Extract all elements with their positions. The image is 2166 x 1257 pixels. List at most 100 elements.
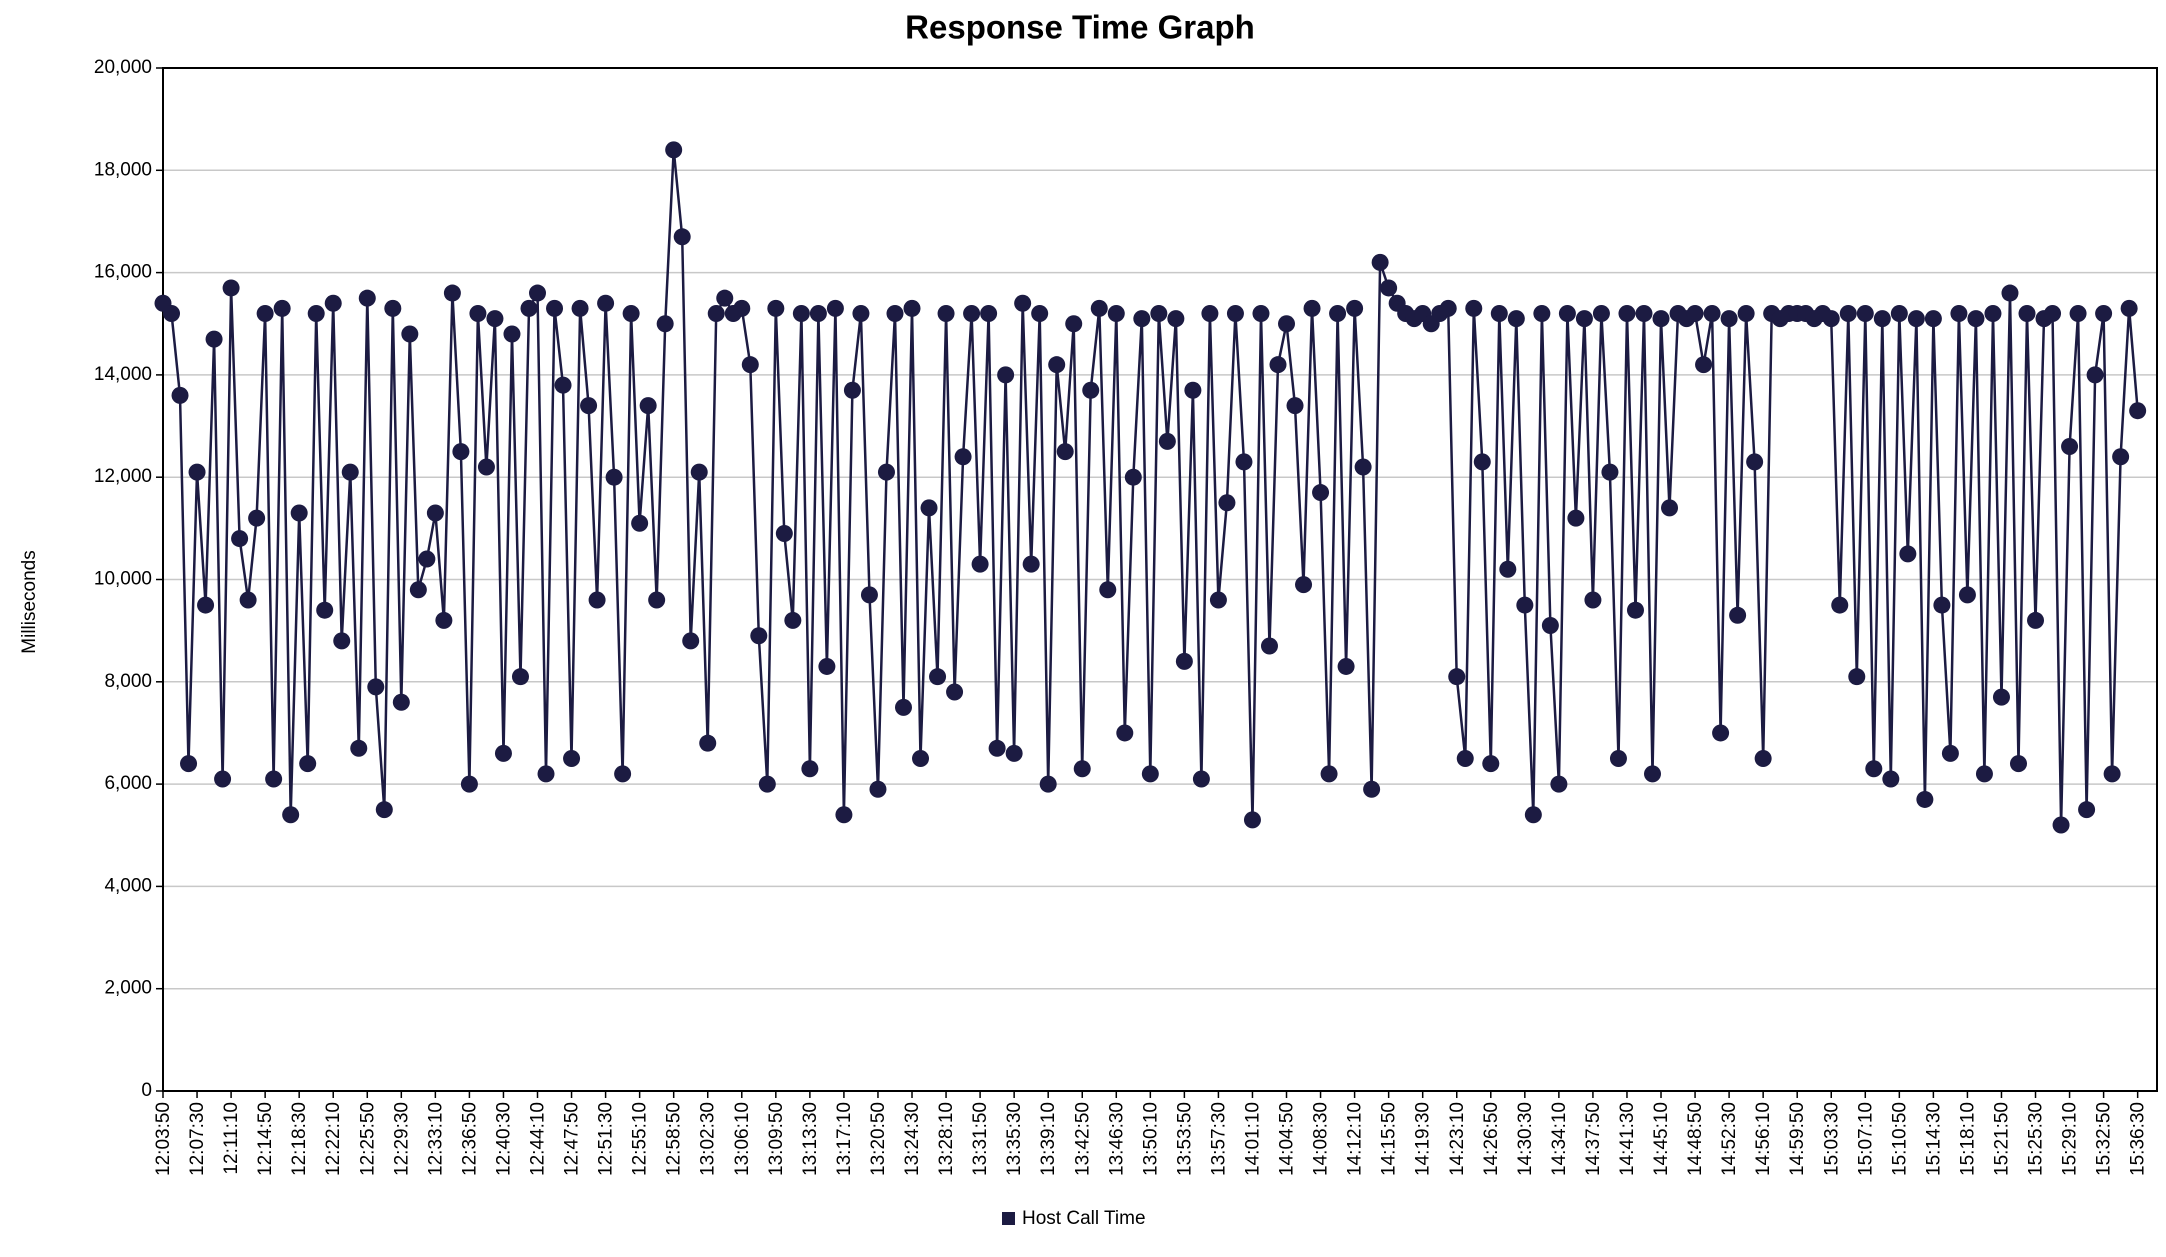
data-point: [1652, 310, 1670, 328]
data-point: [1346, 299, 1364, 317]
data-point: [1609, 750, 1627, 768]
data-point: [1141, 765, 1159, 783]
data-point: [1278, 315, 1296, 333]
data-point: [1626, 601, 1644, 619]
data-point: [1439, 299, 1457, 317]
data-point: [350, 739, 368, 757]
data-point: [1695, 356, 1713, 374]
x-tick-label: 13:24:30: [902, 1102, 923, 1176]
x-tick-label: 15:21:50: [1991, 1102, 2012, 1176]
x-tick-label: 15:29:10: [2060, 1102, 2081, 1176]
data-point: [1754, 750, 1772, 768]
data-point: [375, 801, 393, 819]
y-tick-label: 14,000: [94, 364, 152, 385]
data-point: [835, 806, 853, 824]
data-point: [1295, 576, 1313, 594]
data-point: [801, 760, 819, 778]
data-point: [656, 315, 674, 333]
data-point: [673, 228, 691, 246]
data-point: [690, 463, 708, 481]
data-point: [750, 627, 768, 645]
x-tick-label: 14:15:50: [1379, 1102, 1400, 1176]
data-point: [426, 504, 444, 522]
data-point: [1575, 310, 1593, 328]
data-point: [2120, 299, 2138, 317]
data-point: [1992, 688, 2010, 706]
data-point: [324, 294, 342, 312]
data-point: [2052, 816, 2070, 834]
data-point: [1243, 811, 1261, 829]
x-tick-label: 12:25:50: [357, 1102, 378, 1176]
x-tick-label: 12:58:50: [664, 1102, 685, 1176]
x-tick-label: 13:28:10: [936, 1102, 957, 1176]
data-point: [367, 678, 385, 696]
data-point: [1644, 765, 1662, 783]
x-tick-label: 14:48:50: [1685, 1102, 1706, 1176]
data-point: [1252, 305, 1270, 323]
x-tick-label: 13:20:50: [868, 1102, 889, 1176]
data-point: [877, 463, 895, 481]
data-point: [699, 734, 717, 752]
data-point: [852, 305, 870, 323]
data-point: [1354, 458, 1372, 476]
x-tick-label: 15:25:30: [2026, 1102, 2047, 1176]
x-tick-label: 13:46:30: [1106, 1102, 1127, 1176]
x-tick-label: 13:17:10: [834, 1102, 855, 1176]
data-point: [1320, 765, 1338, 783]
data-point: [290, 504, 308, 522]
data-point: [2078, 801, 2096, 819]
x-tick-label: 13:53:50: [1174, 1102, 1195, 1176]
data-point: [1226, 305, 1244, 323]
x-tick-label: 14:34:10: [1549, 1102, 1570, 1176]
y-tick-label: 18,000: [94, 159, 152, 180]
data-point: [1158, 432, 1176, 450]
data-point: [826, 299, 844, 317]
legend-swatch: [1002, 1212, 1015, 1225]
data-point: [1337, 657, 1355, 675]
x-tick-label: 12:44:10: [528, 1102, 549, 1176]
data-point: [1975, 765, 1993, 783]
data-point: [1822, 310, 1840, 328]
x-tick-label: 13:31:50: [970, 1102, 991, 1176]
data-point: [554, 376, 572, 394]
data-point: [1924, 310, 1942, 328]
data-point: [639, 397, 657, 415]
x-tick-label: 12:33:10: [425, 1102, 446, 1176]
data-point: [682, 632, 700, 650]
data-point: [648, 591, 666, 609]
data-point: [1448, 668, 1466, 686]
data-point: [912, 750, 930, 768]
y-tick-label: 8,000: [104, 671, 152, 692]
data-point: [1218, 494, 1236, 512]
data-point: [954, 448, 972, 466]
x-tick-label: 13:02:30: [698, 1102, 719, 1176]
data-point: [222, 279, 240, 297]
data-point: [435, 611, 453, 629]
data-point: [571, 299, 589, 317]
data-point: [2009, 755, 2027, 773]
legend: Host Call Time: [1002, 1208, 1146, 1229]
data-point: [1090, 299, 1108, 317]
data-point: [1490, 305, 1508, 323]
data-point: [1082, 381, 1100, 399]
x-tick-label: 14:45:10: [1651, 1102, 1672, 1176]
data-point: [537, 765, 555, 783]
data-point: [1473, 453, 1491, 471]
data-point: [988, 739, 1006, 757]
data-point: [894, 698, 912, 716]
y-tick-label: 16,000: [94, 262, 152, 283]
data-point: [494, 744, 512, 762]
data-point: [580, 397, 598, 415]
data-point: [503, 325, 521, 343]
data-point: [1686, 305, 1704, 323]
data-point: [903, 299, 921, 317]
x-tick-label: 12:55:10: [630, 1102, 651, 1176]
data-point: [1329, 305, 1347, 323]
y-tick-label: 4,000: [104, 875, 152, 896]
data-point: [818, 657, 836, 675]
x-tick-label: 15:36:30: [2128, 1102, 2149, 1176]
data-point: [333, 632, 351, 650]
x-tick-label: 14:26:50: [1481, 1102, 1502, 1176]
data-point: [2018, 305, 2036, 323]
